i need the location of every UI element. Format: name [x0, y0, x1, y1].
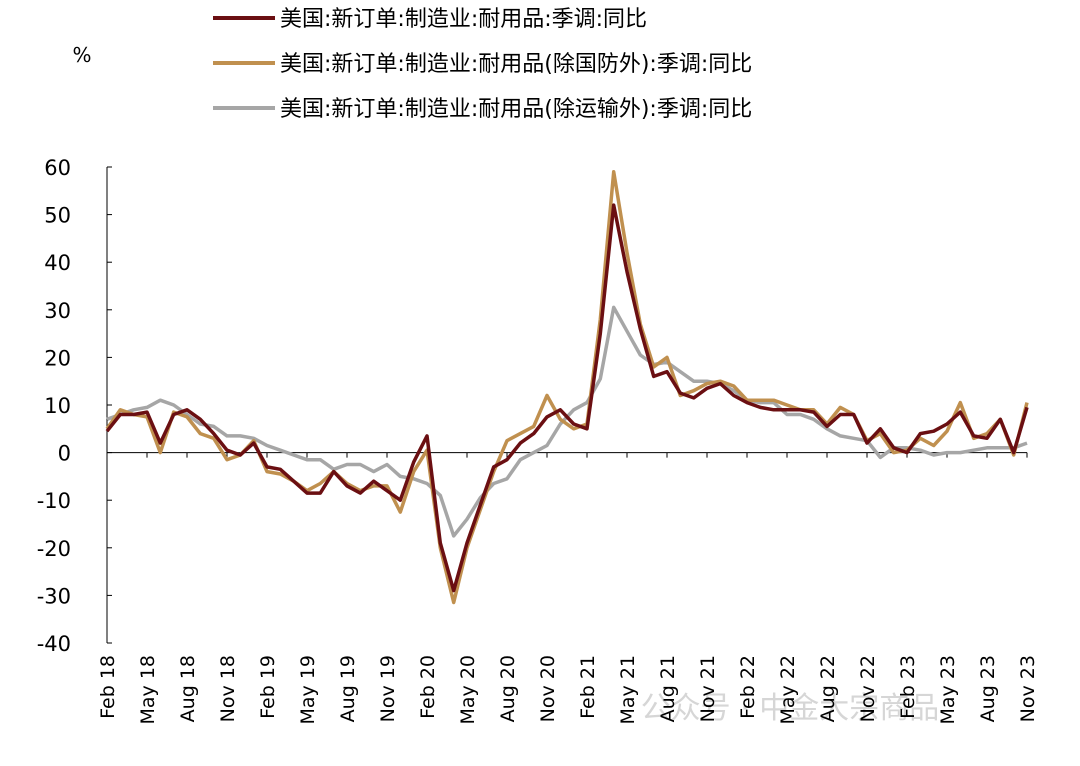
x-tick-label: Feb 18: [97, 655, 119, 719]
y-tick-label: 30: [44, 299, 71, 323]
y-tick-label: 10: [44, 394, 71, 418]
x-tick-label: Feb 23: [897, 655, 919, 719]
x-tick-label: Nov 21: [697, 655, 719, 722]
y-tick-label: 50: [44, 204, 71, 228]
legend-label: 美国:新订单:制造业:耐用品(除国防外):季调:同比: [280, 52, 752, 77]
x-tick-label: Aug 23: [977, 655, 999, 722]
x-tick-label: Aug 18: [177, 655, 199, 722]
y-tick-label: 20: [44, 346, 71, 370]
x-tick-label: Nov 19: [377, 655, 399, 722]
series-line: [105, 203, 1029, 593]
x-tick-label: May 23: [937, 655, 959, 725]
x-tick-label: Feb 19: [257, 655, 279, 719]
y-tick-label: 40: [44, 251, 71, 275]
series-line: [105, 170, 1029, 605]
legend-label: 美国:新订单:制造业:耐用品:季调:同比: [280, 7, 647, 32]
x-tick-label: Aug 19: [337, 655, 359, 722]
legend-label: 美国:新订单:制造业:耐用品(除运输外):季调:同比: [280, 97, 752, 122]
x-tick-label: May 19: [297, 655, 319, 725]
y-tick-label: 60: [44, 156, 71, 180]
x-tick-label: Feb 20: [417, 655, 439, 719]
x-tick-label: May 20: [457, 655, 479, 725]
x-tick-label: Nov 20: [537, 655, 559, 722]
x-tick-label: Aug 20: [497, 655, 519, 722]
x-tick-label: Nov 22: [857, 655, 879, 722]
y-tick-label: -30: [37, 584, 71, 608]
y-tick-label: 0: [58, 442, 71, 466]
x-tick-label: Feb 21: [577, 655, 599, 719]
x-tick-label: May 21: [617, 655, 639, 725]
x-tick-label: Nov 18: [217, 655, 239, 722]
x-tick-label: May 22: [777, 655, 799, 725]
watermark: 公众号 · 中金大宗商品: [641, 691, 940, 726]
y-tick-label: -10: [37, 489, 71, 513]
y-tick-label: -20: [37, 537, 71, 561]
x-tick-label: Feb 22: [737, 655, 759, 719]
y-tick-label: -40: [37, 632, 71, 656]
x-tick-label: Nov 23: [1017, 655, 1039, 722]
x-tick-label: Aug 22: [817, 655, 839, 722]
x-tick-label: Aug 21: [657, 655, 679, 722]
series-line: [106, 305, 1028, 538]
x-tick-label: May 18: [137, 655, 159, 725]
y-axis-label: %: [72, 43, 91, 67]
